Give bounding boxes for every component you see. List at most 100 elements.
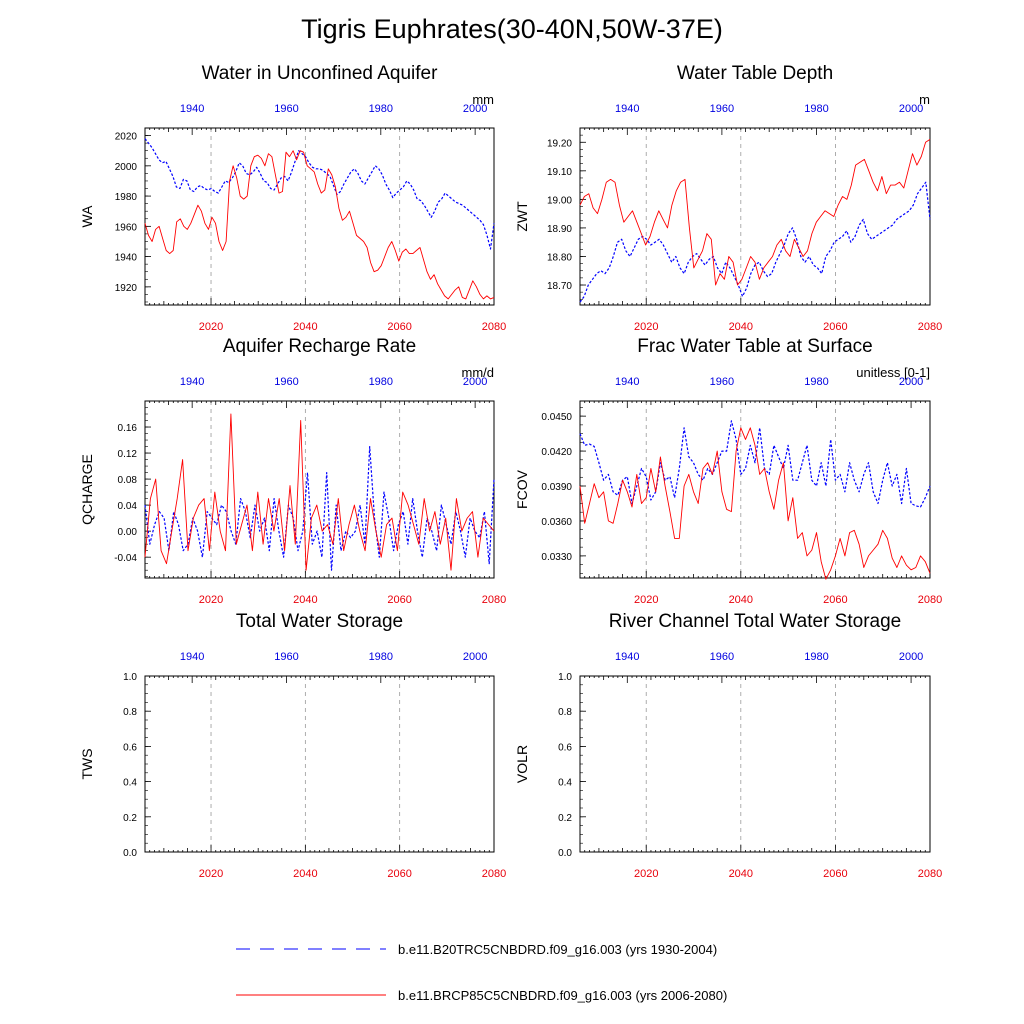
chart-title: Water Table Depth xyxy=(677,63,833,84)
x-tick-label-bottom: 2040 xyxy=(293,868,317,880)
y-tick-label: 1960 xyxy=(115,222,138,233)
x-tick-label-bottom: 2080 xyxy=(482,594,506,606)
x-tick-label-bottom: 2040 xyxy=(293,321,317,333)
x-tick-label-top: 1980 xyxy=(369,651,393,663)
x-tick-label-top: 1980 xyxy=(804,376,828,388)
plot-frame xyxy=(579,675,931,853)
y-axis-label: VOLR xyxy=(514,745,530,783)
y-tick-label: 0.12 xyxy=(118,449,138,460)
y-axis-label: QCHARGE xyxy=(79,454,95,525)
x-tick-label-top: 1960 xyxy=(274,376,298,388)
plot-frame xyxy=(579,127,931,306)
units-label: unitless [0-1] xyxy=(856,365,930,380)
x-tick-label-bottom: 2040 xyxy=(293,594,317,606)
units-label: m xyxy=(919,92,930,107)
y-tick-label: 0.0390 xyxy=(541,482,572,493)
x-tick-label-bottom: 2060 xyxy=(823,594,847,606)
x-tick-label-bottom: 2080 xyxy=(918,594,942,606)
x-tick-label-top: 1960 xyxy=(710,103,734,115)
x-tick-label-bottom: 2080 xyxy=(918,321,942,333)
y-axis-label: TWS xyxy=(79,748,95,779)
y-tick-label: 1.0 xyxy=(123,672,137,683)
x-tick-label-top: 1960 xyxy=(274,103,298,115)
x-tick-label-bottom: 2060 xyxy=(387,594,411,606)
y-tick-label: 0.4 xyxy=(123,778,137,789)
y-tick-label: 1920 xyxy=(115,283,138,294)
x-tick-label-top: 2000 xyxy=(899,376,923,388)
y-tick-label: 18.90 xyxy=(547,224,572,235)
units-label: mm/d xyxy=(462,365,495,380)
x-tick-label-top: 2000 xyxy=(463,651,487,663)
x-tick-label-bottom: 2080 xyxy=(482,868,506,880)
chart-title: River Channel Total Water Storage xyxy=(609,611,902,632)
x-tick-label-top: 1940 xyxy=(615,376,639,388)
x-tick-label-top: 1960 xyxy=(710,651,734,663)
y-tick-label: 0.8 xyxy=(558,707,572,718)
x-tick-label-top: 1960 xyxy=(710,376,734,388)
x-tick-label-bottom: 2040 xyxy=(729,594,753,606)
x-tick-label-bottom: 2080 xyxy=(918,868,942,880)
x-tick-label-top: 2000 xyxy=(463,103,487,115)
x-tick-label-bottom: 2020 xyxy=(199,594,223,606)
chart-panel-3: Aquifer Recharge Rate mm/d QCHARGE 2020 2040… xyxy=(79,336,506,606)
series-line-historical xyxy=(144,138,495,250)
x-tick-label-bottom: 2020 xyxy=(199,321,223,333)
y-tick-label: -0.04 xyxy=(114,553,137,564)
x-tick-label-bottom: 2060 xyxy=(387,868,411,880)
x-tick-label-top: 1980 xyxy=(369,376,393,388)
x-tick-label-top: 1940 xyxy=(615,651,639,663)
x-tick-label-bottom: 2020 xyxy=(634,594,658,606)
x-tick-label-top: 2000 xyxy=(899,103,923,115)
legend-label-historical: b.e11.B20TRC5CNBDRD.f09_g16.003 (yrs 193… xyxy=(398,942,717,957)
y-tick-label: 2020 xyxy=(115,132,138,143)
legend-label-future: b.e11.BRCP85C5CNBDRD.f09_g16.003 (yrs 20… xyxy=(398,988,727,1003)
y-tick-label: 0.0420 xyxy=(541,447,572,458)
y-tick-label: 0.2 xyxy=(558,813,572,824)
x-tick-label-top: 1980 xyxy=(804,103,828,115)
plot-frame xyxy=(579,400,931,579)
y-tick-label: 0.4 xyxy=(558,778,572,789)
y-tick-label: 1940 xyxy=(115,253,138,264)
x-tick-label-bottom: 2040 xyxy=(729,321,753,333)
series-line-historical xyxy=(579,420,931,508)
y-tick-label: 0.0360 xyxy=(541,517,572,528)
y-tick-label: 0.0330 xyxy=(541,552,572,563)
chart-panel-5: Total Water Storage TWS 2020 2040 2060 2080 19… xyxy=(79,611,506,880)
x-tick-label-top: 1940 xyxy=(615,103,639,115)
x-tick-label-top: 1940 xyxy=(180,651,204,663)
x-tick-label-bottom: 2040 xyxy=(729,868,753,880)
y-tick-label: 0.16 xyxy=(118,423,138,434)
y-tick-label: 19.20 xyxy=(547,138,572,149)
series-line-historical xyxy=(144,446,495,571)
y-tick-label: 19.00 xyxy=(547,195,572,206)
y-tick-label: 1.0 xyxy=(558,672,572,683)
series-line-future xyxy=(579,139,931,286)
series-line-future xyxy=(144,413,495,571)
y-tick-label: 0.00 xyxy=(118,527,138,538)
series-line-historical xyxy=(579,181,931,303)
plot-frame xyxy=(144,675,495,853)
y-axis-label: WA xyxy=(79,205,95,228)
chart-title: Frac Water Table at Surface xyxy=(637,336,873,357)
y-tick-label: 0.8 xyxy=(123,707,137,718)
x-tick-label-bottom: 2080 xyxy=(482,321,506,333)
series-line-future xyxy=(144,150,495,300)
chart-panel-1: Water in Unconfined Aquifer mm WA 2020 2040 2… xyxy=(79,63,506,333)
y-axis-label: FCOV xyxy=(514,469,530,509)
x-tick-label-top: 1940 xyxy=(180,376,204,388)
page-title: Tigris Euphrates(30-40N,50W-37E) xyxy=(301,14,723,44)
y-tick-label: 18.70 xyxy=(547,281,572,292)
chart-title: Aquifer Recharge Rate xyxy=(223,336,416,357)
chart-panel-2: Water Table Depth m ZWT 2020 2040 2060 2080 194… xyxy=(514,63,942,333)
y-tick-label: 0.6 xyxy=(123,742,137,753)
y-tick-label: 19.10 xyxy=(547,167,572,178)
x-tick-label-bottom: 2060 xyxy=(823,321,847,333)
chart-title: Water in Unconfined Aquifer xyxy=(202,63,439,84)
y-tick-label: 0.6 xyxy=(558,742,572,753)
x-tick-label-top: 2000 xyxy=(899,651,923,663)
x-tick-label-bottom: 2020 xyxy=(199,868,223,880)
y-tick-label: 0.08 xyxy=(118,475,138,486)
x-tick-label-top: 1980 xyxy=(804,651,828,663)
y-tick-label: 1980 xyxy=(115,192,138,203)
